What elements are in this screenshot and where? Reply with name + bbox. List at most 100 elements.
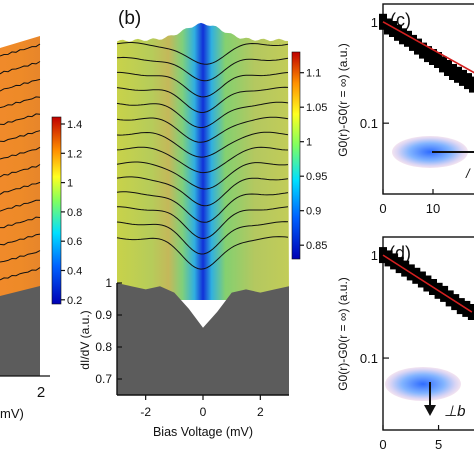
panel-b: (b) 1.1 1.05 1 0.95 0.9 0.85 1 0.9 0.8 0.7 dI/dV… [78, 8, 327, 439]
panel-a-trace [0, 199, 40, 212]
panel-d-x-tick-label: 0 [379, 437, 386, 452]
panel-d-inset-arrowhead [424, 405, 436, 416]
panel-a-trace [0, 146, 41, 160]
panel-b-spectrum-trace [116, 161, 289, 190]
panel-b-spectrum-trace [116, 56, 289, 82]
panel-a-colorbar-ticks: 1.4 1.2 1 0.8 0.6 0.4 0.2 [61, 119, 82, 307]
panel-d-point [456, 298, 465, 315]
panel-b-y-tick-label: 0.9 [95, 308, 112, 322]
panel-b-label: (b) [118, 8, 141, 29]
panel-c-x-tick-label: 0 [379, 201, 386, 216]
panel-b-colorbar-tick-label: 1 [306, 137, 312, 149]
panel-a-colorbar-tick-label: 1 [67, 178, 73, 190]
panel-c-x-ticks: 0 10 [379, 189, 440, 216]
panel-b-spectrum-trace [116, 236, 289, 270]
panel-b-colorbar-tick-label: 0.9 [306, 206, 321, 218]
panel-b-x-tick-label: -2 [140, 405, 151, 419]
panel-b-y-tick-label: 1 [105, 276, 112, 290]
panel-b-x-tick-label: 0 [200, 405, 207, 419]
panel-c-point [384, 18, 392, 35]
panel-b-y-tick-label: 0.7 [95, 372, 112, 386]
panel-b-colorbar-ticks: 1.1 1.05 1 0.95 0.9 0.85 [300, 68, 327, 252]
panel-a-x-axis-fragment: mV) [0, 406, 24, 421]
panel-a-trace [0, 130, 41, 143]
panel-d-ylabel: G0(r)-G0(r = ∞) (a.u.) [336, 277, 350, 391]
panel-b-traces [116, 42, 289, 270]
panel-c-point [459, 69, 467, 86]
panel-b-spectrum-trace [116, 221, 289, 255]
panel-c-point [449, 64, 457, 80]
panel-a-colorbar-tick-label: 1.2 [67, 148, 82, 160]
panel-b-spectrum-trace [116, 42, 289, 65]
panel-b-colorbar-tick-label: 1.1 [306, 68, 321, 80]
panel-a-heatmap [0, 36, 40, 300]
panel-b-spectrum-trace [116, 191, 289, 223]
panel-b-spectrum-trace [116, 176, 289, 207]
panel-c-point [434, 52, 442, 68]
panel-c-point [409, 34, 417, 51]
panel-a-trace [0, 164, 41, 178]
panel-d-y-tick-label: 1 [371, 248, 378, 263]
panel-a-xtick: 2 [37, 384, 45, 401]
panel-b-spectrum-trace [116, 206, 289, 240]
panel-c-point [379, 13, 387, 30]
panel-a: 1.4 1.2 1 0.8 0.6 0.4 0.2 2 mV) [0, 36, 82, 421]
panel-a-trace [0, 216, 41, 229]
panel-a-trace [0, 61, 41, 75]
panel-c-y-tick-label: 1 [371, 15, 378, 30]
panel-c-point [414, 38, 422, 55]
panel-a-trace [0, 233, 41, 246]
panel-b-heatmap [117, 22, 289, 301]
panel-b-colorbar-tick-label: 0.85 [306, 240, 327, 252]
panel-c-point [469, 76, 474, 93]
panel-c-point [399, 28, 407, 45]
panel-a-trace [0, 113, 41, 126]
panel-a-trace [0, 267, 41, 281]
panel-b-xlabel: Bias Voltage (mV) [153, 425, 253, 439]
panel-a-trace [0, 78, 41, 92]
panel-a-colorbar-tick-label: 0.4 [67, 266, 82, 278]
panel-c-point [389, 21, 397, 37]
panel-b-spectrum-trace [116, 116, 289, 143]
panel-a-colorbar-tick-label: 1.4 [67, 119, 82, 131]
panel-b-colorbar-tick-label: 0.95 [306, 171, 327, 183]
panel-d-inset-label: ⊥b [444, 403, 465, 420]
panel-c-x-tick-label: 10 [426, 201, 440, 216]
panel-d-fit-line [382, 254, 473, 313]
panel-d-inset-blob [385, 367, 461, 401]
panel-c: (c) G0(r)-G0(r = ∞) (a.u.) 10.1 0 10 / [336, 3, 474, 216]
panel-c-point [429, 49, 437, 65]
panel-a-trace [0, 250, 41, 263]
panel-c-y-tick-label: 0.1 [360, 116, 378, 131]
panel-a-trace [0, 181, 41, 195]
panel-b-y-tick-label: 0.8 [95, 340, 112, 354]
panel-a-base [0, 286, 40, 376]
panel-c-point [404, 30, 412, 47]
panel-a-trace [0, 96, 41, 109]
panel-b-x-ticks: -2 0 2 [140, 395, 264, 419]
panel-b-spectrum-trace [116, 146, 289, 174]
panel-c-inset-blob [392, 136, 468, 168]
panel-a-colorbar-tick-label: 0.6 [67, 236, 82, 248]
panel-a-colorbar [51, 116, 62, 305]
panel-d-point [379, 247, 387, 264]
panel-b-spectrum-trace [116, 101, 289, 129]
panel-c-point [424, 46, 432, 63]
panel-b-ylabel: dI/dV (a.u.) [78, 310, 92, 369]
panel-b-base [117, 283, 289, 395]
panel-d-plot-frame [382, 236, 474, 431]
panel-c-points [379, 13, 474, 93]
panel-c-point [419, 42, 427, 59]
panel-c-ylabel: G0(r)-G0(r = ∞) (a.u.) [336, 43, 350, 157]
panel-c-point [464, 73, 472, 90]
panel-a-colorbar-tick-label: 0.8 [67, 207, 82, 219]
panel-c-fit-line [382, 21, 474, 74]
panel-b-y-ticks: 1 0.9 0.8 0.7 [95, 276, 122, 386]
panel-c-point [454, 66, 462, 83]
panel-a-trace [0, 43, 41, 57]
panel-b-spectrum-trace [117, 71, 289, 98]
panel-b-x-tick-label: 2 [257, 405, 264, 419]
panel-c-inset-fragment: / [465, 166, 471, 181]
